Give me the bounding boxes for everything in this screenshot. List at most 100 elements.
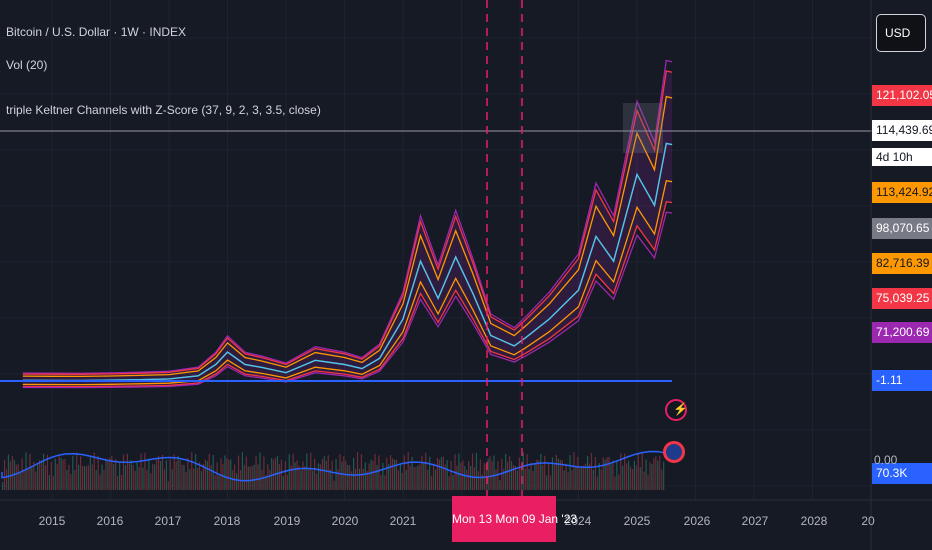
volume-bar <box>33 461 35 490</box>
volume-bar <box>144 452 146 490</box>
volume-bar <box>41 461 43 490</box>
volume-bar <box>319 464 322 490</box>
us-flag-icon[interactable] <box>663 441 685 463</box>
lightning-icon[interactable]: ⚡ <box>665 399 688 421</box>
volume-bar <box>557 458 559 490</box>
price-tag: 82,716.39 <box>872 253 932 274</box>
volume-bar <box>50 461 52 490</box>
volume-bar <box>368 463 370 490</box>
volume-bar <box>234 464 236 490</box>
volume-bar <box>314 458 316 490</box>
volume-bar <box>581 467 583 490</box>
currency-button[interactable]: USD <box>876 14 926 52</box>
volume-bar <box>499 480 501 490</box>
volume-bar <box>185 471 187 490</box>
volume-bar <box>524 468 526 490</box>
volume-bar <box>528 469 530 490</box>
volume-bar <box>466 469 468 490</box>
volume-bar <box>306 453 308 490</box>
volume-bar <box>616 460 618 490</box>
volume-bar <box>325 460 327 490</box>
volume-bar <box>600 469 602 490</box>
volume-bar <box>191 452 193 490</box>
volume-bar <box>142 467 144 490</box>
volume-bar <box>507 461 509 490</box>
volume-ma-line <box>1 450 667 482</box>
volume-bar <box>364 462 366 490</box>
volume-bar <box>354 468 357 490</box>
volume-bar <box>337 469 339 490</box>
volume-bar <box>661 469 663 490</box>
volume-scale-label: 0.00 <box>874 453 898 467</box>
volume-bar <box>551 457 554 490</box>
volume-bar <box>378 455 380 490</box>
volume-bar <box>134 470 136 490</box>
price-tag: -1.11 <box>872 370 932 391</box>
volume-bar <box>407 452 409 490</box>
year-label: 2017 <box>154 514 182 528</box>
volume-bar <box>15 464 17 490</box>
volume-bar <box>171 469 173 490</box>
year-label: 20 <box>861 514 875 528</box>
volume-bar <box>349 465 351 490</box>
volume-bar <box>571 470 573 490</box>
volume-bar <box>198 462 201 490</box>
volume-bar <box>411 456 413 490</box>
volume-bar <box>64 458 66 490</box>
volume-bar <box>25 452 27 490</box>
volume-bar <box>526 454 528 490</box>
volume-bar <box>70 474 72 490</box>
volume-bar <box>42 453 45 490</box>
volume-bar <box>631 469 634 490</box>
volume-bar <box>109 457 111 490</box>
volume-bar <box>152 463 154 490</box>
volume-bar <box>333 480 335 490</box>
volume-bar <box>5 469 8 490</box>
volume-bar <box>308 467 310 490</box>
volume-legend[interactable]: Vol (20) <box>6 58 48 72</box>
volume-bar <box>37 464 39 490</box>
volume-bar <box>649 462 651 490</box>
volume-bar <box>596 476 598 490</box>
volume-bar <box>327 455 329 490</box>
volume-bar <box>175 461 177 490</box>
volume-bar <box>200 471 203 490</box>
volume-bar <box>635 465 637 490</box>
volume-bar <box>107 459 109 490</box>
volume-bar <box>302 461 304 490</box>
volume-bar <box>516 470 518 490</box>
volume-bar <box>83 466 86 490</box>
volume-bar <box>19 472 21 490</box>
price-tag: 71,200.69 <box>872 322 932 343</box>
volume-bar <box>602 457 604 490</box>
volume-bar <box>292 453 294 490</box>
volume-bar <box>561 460 563 490</box>
volume-bar <box>17 464 19 490</box>
volume-bar <box>167 481 169 490</box>
volume-bar <box>604 459 606 490</box>
volume-bar <box>224 455 226 490</box>
volume-bar <box>296 460 298 490</box>
volume-bar <box>212 455 214 490</box>
channel-fill <box>22 70 673 387</box>
volume-bar <box>567 472 569 490</box>
volume-bar <box>579 467 581 490</box>
volume-bar <box>173 454 175 490</box>
keltner-band <box>22 95 673 378</box>
volume-bar <box>540 453 542 490</box>
volume-bar <box>255 456 257 490</box>
symbol-title[interactable]: Bitcoin / U.S. Dollar · 1W · INDEX <box>6 25 187 39</box>
volume-bar <box>132 465 134 490</box>
volume-bar <box>247 466 249 490</box>
volume-bar <box>321 459 323 490</box>
volume-bar <box>358 468 361 490</box>
indicator-legend[interactable]: triple Keltner Channels with Z-Score (37… <box>6 103 321 117</box>
volume-bar <box>351 471 353 490</box>
volume-bar <box>259 452 261 490</box>
volume-bar <box>641 452 643 490</box>
volume-bar <box>470 465 472 490</box>
volume-bar <box>158 456 160 490</box>
volume-bar <box>587 455 589 490</box>
volume-bar <box>503 469 505 490</box>
